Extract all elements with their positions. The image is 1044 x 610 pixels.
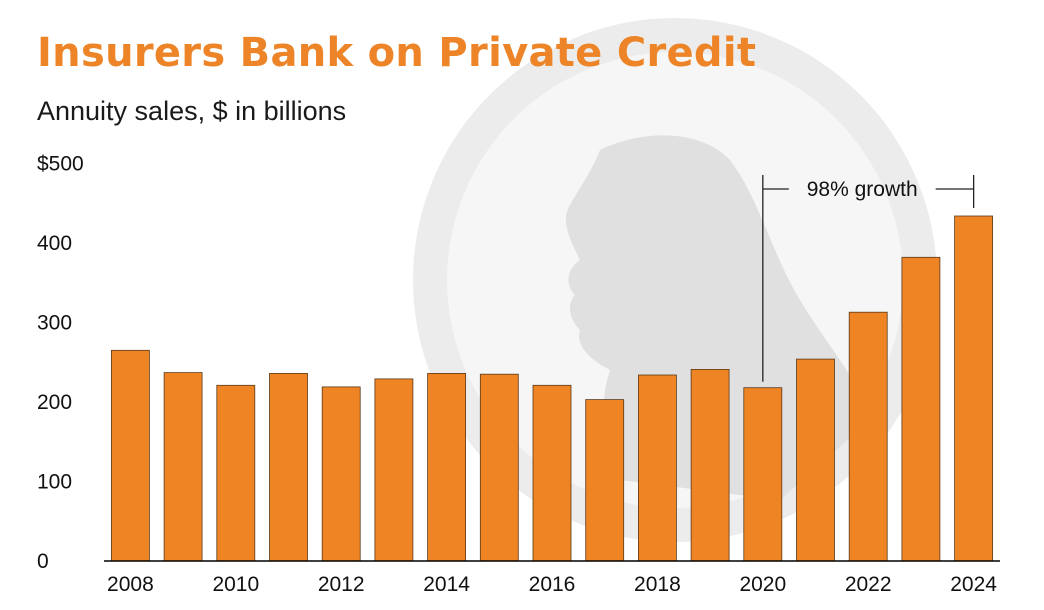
bar-2011 — [269, 372, 308, 562]
bar-2024 — [954, 215, 993, 562]
annotation-label: 98% growth — [807, 178, 918, 201]
bar-2022 — [848, 311, 888, 562]
bar-2018 — [638, 374, 677, 562]
bar-2009 — [163, 372, 203, 562]
x-tick-label-2010: 2010 — [212, 573, 259, 596]
y-tick-label-0: 0 — [37, 550, 49, 573]
bar-2014 — [427, 372, 467, 562]
y-tick-label-100: 100 — [37, 471, 72, 494]
x-tick-label-2018: 2018 — [634, 573, 681, 596]
bar-2010 — [216, 384, 256, 562]
x-tick-label-2012: 2012 — [318, 573, 365, 596]
x-tick-label-2014: 2014 — [423, 573, 470, 596]
bar-2012 — [321, 386, 361, 562]
bar-2013 — [374, 378, 414, 562]
x-tick-label-2022: 2022 — [845, 573, 892, 596]
y-tick-label-400: 400 — [37, 232, 72, 255]
bar-2023 — [901, 256, 941, 562]
y-tick-label-300: 300 — [37, 312, 72, 335]
bar-2020 — [743, 387, 783, 562]
y-tick-label-200: 200 — [37, 391, 72, 414]
chart-subtitle: Annuity sales, $ in billions — [37, 96, 347, 126]
bar-2016 — [532, 384, 572, 562]
y-tick-label-500: $500 — [37, 153, 84, 176]
bar-2008 — [111, 349, 150, 562]
x-tick-label-2020: 2020 — [739, 573, 786, 596]
bar-2021 — [796, 358, 835, 562]
x-tick-label-2024: 2024 — [950, 573, 997, 596]
chart-title: Insurers Bank on Private Credit — [37, 30, 757, 76]
bar-2015 — [479, 373, 519, 562]
x-tick-label-2016: 2016 — [529, 573, 576, 596]
bar-2017 — [585, 399, 625, 562]
x-tick-label-2008: 2008 — [107, 573, 154, 596]
bar-2019 — [690, 368, 730, 562]
